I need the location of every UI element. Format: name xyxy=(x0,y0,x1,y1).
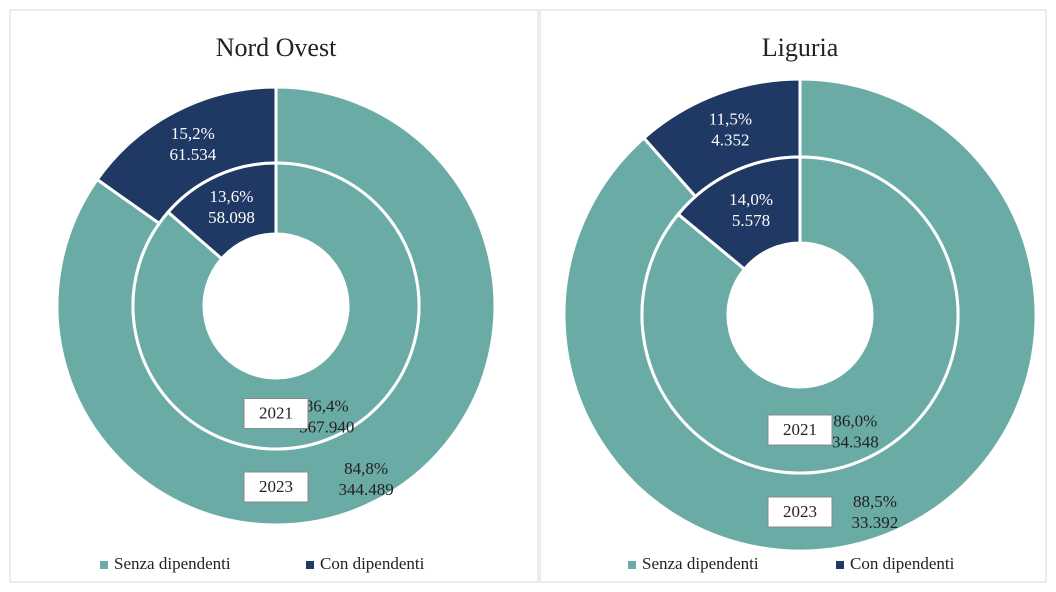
count-label: 61.534 xyxy=(169,145,216,164)
count-label: 4.352 xyxy=(711,131,749,150)
count-label: 367.940 xyxy=(299,417,354,436)
value-label: 14,0% xyxy=(729,190,773,209)
legend-swatch xyxy=(836,561,844,569)
ring-label: 2023 xyxy=(259,477,293,496)
count-label: 58.098 xyxy=(208,208,255,227)
ring-label-box xyxy=(243,398,309,429)
legend-label: Con dipendenti xyxy=(850,554,955,573)
ring-label-box xyxy=(243,471,309,503)
value-label: 11,5% xyxy=(709,110,752,129)
value-label: 86,0% xyxy=(833,412,877,431)
legend-label: Senza dipendenti xyxy=(642,554,759,573)
legend-label: Senza dipendenti xyxy=(114,554,231,573)
donut-slice xyxy=(640,155,960,475)
donut-slice xyxy=(166,161,278,261)
ring-label: 2021 xyxy=(259,403,293,422)
ring-label-box xyxy=(767,496,833,528)
legend-swatch xyxy=(628,561,636,569)
chart-title: Nord Ovest xyxy=(216,33,337,62)
donut-slice xyxy=(131,161,421,451)
donut-slice xyxy=(676,155,802,272)
count-label: 344.489 xyxy=(338,480,393,499)
count-label: 5.578 xyxy=(732,211,770,230)
value-label: 13,6% xyxy=(209,187,253,206)
ring-label: 2021 xyxy=(783,420,817,439)
legend-swatch xyxy=(306,561,314,569)
chart-title: Liguria xyxy=(762,33,839,62)
count-label: 34.348 xyxy=(832,433,879,452)
value-label: 86,4% xyxy=(305,396,349,415)
legend-swatch xyxy=(100,561,108,569)
value-label: 15,2% xyxy=(171,124,215,143)
ring-label-box xyxy=(767,414,833,446)
count-label: 33.392 xyxy=(852,513,899,532)
ring-label: 2023 xyxy=(783,502,817,521)
legend-label: Con dipendenti xyxy=(320,554,425,573)
value-label: 88,5% xyxy=(853,492,897,511)
value-label: 84,8% xyxy=(344,459,388,478)
